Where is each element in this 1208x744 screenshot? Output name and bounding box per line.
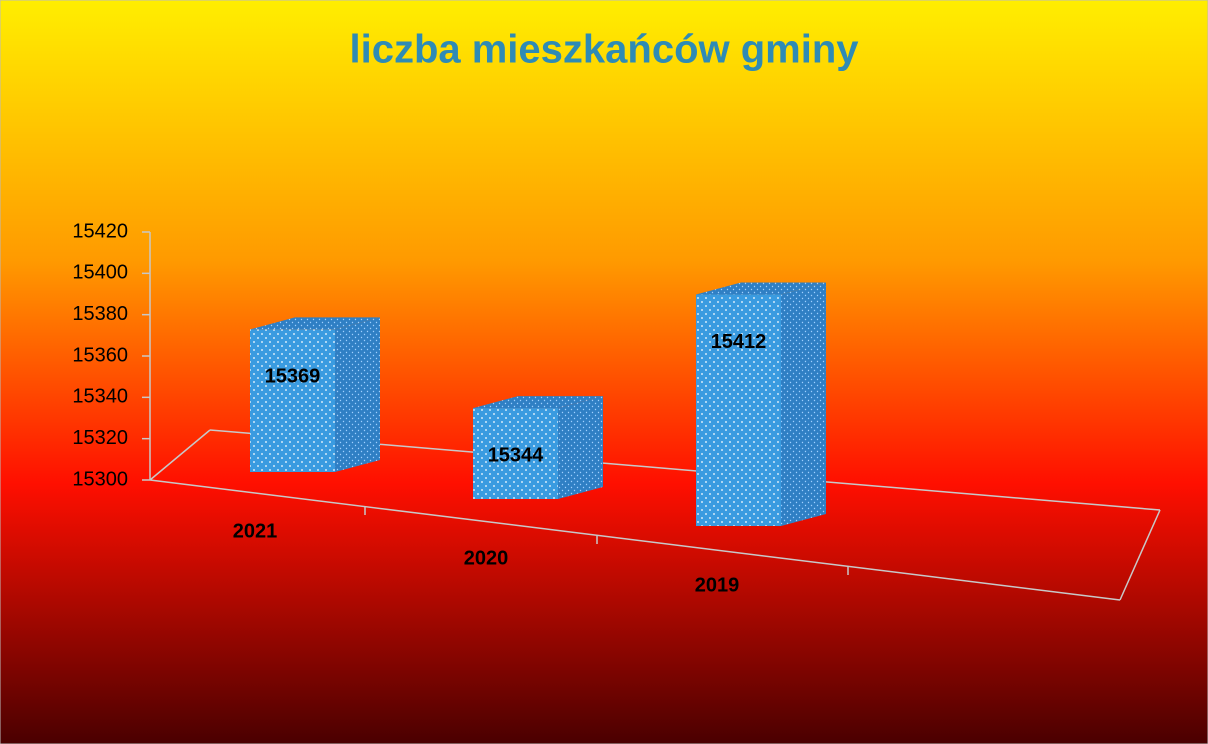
- y-tick-label: 15380: [72, 303, 128, 325]
- bar-top: [250, 317, 380, 330]
- x-tick-label: 2021: [233, 520, 278, 542]
- value-label: 15369: [265, 366, 321, 388]
- x-tick-label: 2020: [464, 547, 509, 569]
- bar-side: [335, 317, 380, 472]
- bar-side: [558, 396, 603, 499]
- y-tick-label: 15300: [72, 468, 128, 490]
- y-tick-label: 15320: [72, 427, 128, 449]
- bar-front: [473, 408, 558, 499]
- y-tick-label: 15400: [72, 262, 128, 284]
- bar-side: [781, 282, 826, 526]
- x-tick-label: 2019: [695, 574, 740, 596]
- bar-front: [696, 294, 781, 526]
- value-label: 15412: [711, 331, 767, 353]
- value-label: 15344: [488, 444, 544, 466]
- bar-front: [250, 329, 335, 472]
- y-tick-label: 15340: [72, 386, 128, 408]
- bar-top: [696, 282, 826, 295]
- bar-top: [473, 396, 603, 409]
- chart-title: liczba mieszkańców gminy: [349, 28, 859, 72]
- y-tick-label: 15420: [72, 220, 128, 242]
- y-tick-label: 15360: [72, 344, 128, 366]
